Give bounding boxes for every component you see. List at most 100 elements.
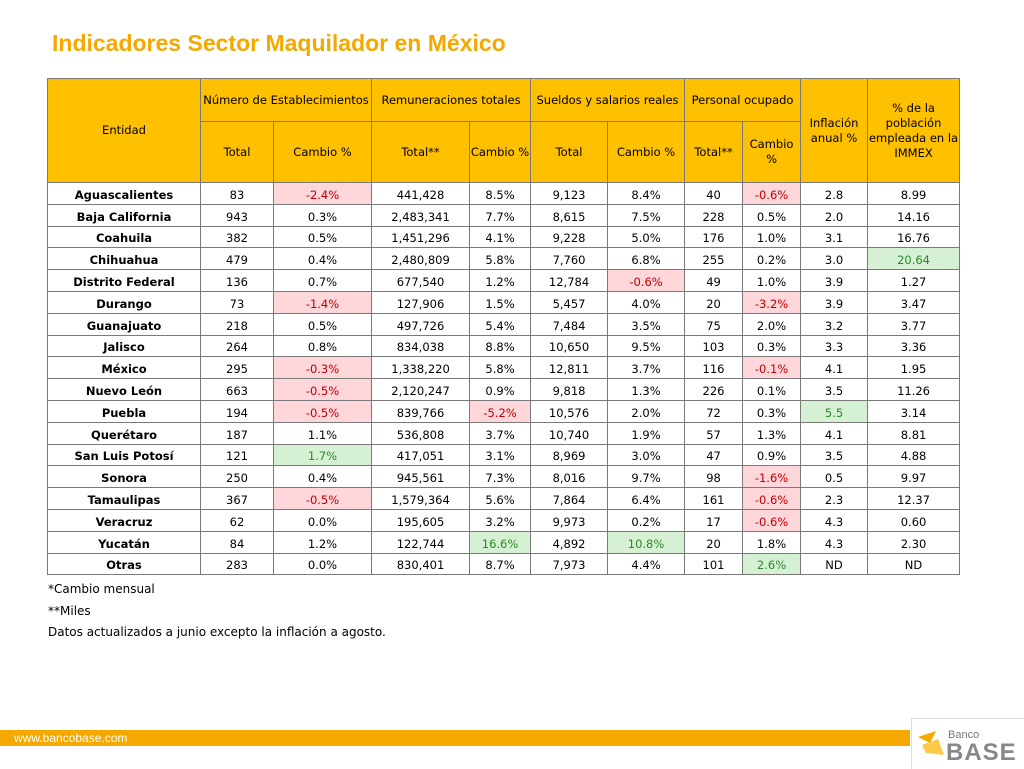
subheader-total: Total <box>200 121 274 183</box>
cell-personal-total: 75 <box>684 312 744 336</box>
cell-personal-total: 101 <box>684 552 744 576</box>
cell-inflacion: 3.5 <box>800 378 869 401</box>
footnote: *Cambio mensual <box>48 582 155 596</box>
cell-establecimientos-total: 250 <box>200 465 274 489</box>
cell-poblacion: 2.30 <box>867 530 961 554</box>
cell-personal-total: 17 <box>684 508 744 532</box>
cell-sueldos-cambio: 6.8% <box>607 247 686 271</box>
table-row: Guanajuato 218 0.5% 497,726 5.4% 7,484 3.5% 75 2… <box>47 312 961 336</box>
cell-personal-cambio: 0.5% <box>742 203 802 227</box>
cell-entidad: Sonora <box>47 465 201 489</box>
cell-personal-cambio: 2.0% <box>742 312 802 336</box>
cell-remuneraciones-cambio: 8.5% <box>469 182 532 205</box>
cell-personal-cambio: -0.6% <box>742 182 802 205</box>
cell-personal-total: 103 <box>684 334 744 358</box>
cell-personal-total: 161 <box>684 487 744 510</box>
page-title: Indicadores Sector Maquilador en México <box>52 30 506 56</box>
cell-personal-cambio: -3.2% <box>742 290 802 314</box>
cell-personal-cambio: 0.2% <box>742 247 802 271</box>
cell-personal-cambio: -1.6% <box>742 465 802 489</box>
cell-inflacion: 3.9 <box>800 269 869 292</box>
cell-sueldos-cambio: -0.6% <box>607 269 686 292</box>
cell-entidad: Puebla <box>47 399 201 423</box>
cell-establecimientos-cambio: 0.5% <box>272 225 373 249</box>
cell-personal-total: 20 <box>684 530 744 554</box>
cell-establecimientos-cambio: 0.5% <box>272 312 373 336</box>
cell-poblacion: 3.36 <box>867 334 961 358</box>
cell-remuneraciones-total: 2,480,809 <box>371 247 471 271</box>
cell-sueldos-cambio: 7.5% <box>607 203 686 227</box>
cell-establecimientos-total: 218 <box>200 312 274 336</box>
cell-sueldos-total: 8,016 <box>530 465 609 489</box>
cell-remuneraciones-total: 945,561 <box>371 465 471 489</box>
logo-base-text: BASE <box>946 739 1017 766</box>
table-row: Veracruz 62 0.0% 195,605 3.2% 9,973 0.2% 17 -0.6… <box>47 508 961 532</box>
cell-entidad: Querétaro <box>47 421 201 445</box>
cell-inflacion: 3.0 <box>800 247 869 271</box>
cell-inflacion: 3.9 <box>800 290 869 314</box>
subheader-cambio: Cambio % <box>272 121 373 183</box>
cell-inflacion: 3.5 <box>800 443 869 467</box>
cell-sueldos-total: 10,576 <box>530 399 609 423</box>
logo-banco-text: Banco <box>948 729 980 741</box>
cell-personal-cambio: -0.6% <box>742 508 802 532</box>
cell-poblacion: ND <box>867 552 961 576</box>
table-body: Aguascalientes 83 -2.4% 441,428 8.5% 9,123 8.4… <box>47 182 961 576</box>
cell-remuneraciones-total: 839,766 <box>371 399 471 423</box>
cell-personal-total: 72 <box>684 399 744 423</box>
cell-establecimientos-cambio: -1.4% <box>272 290 373 314</box>
cell-remuneraciones-total: 830,401 <box>371 552 471 576</box>
header-inflacion: Inflación anual % <box>800 78 869 183</box>
subheader-cambio: Cambio % <box>607 121 686 183</box>
cell-remuneraciones-total: 834,038 <box>371 334 471 358</box>
cell-entidad: Jalisco <box>47 334 201 358</box>
cell-sueldos-total: 7,973 <box>530 552 609 576</box>
cell-entidad: México <box>47 356 201 380</box>
cell-remuneraciones-cambio: 7.7% <box>469 203 532 227</box>
cell-poblacion: 1.27 <box>867 269 961 292</box>
cell-establecimientos-cambio: -0.5% <box>272 399 373 423</box>
table-row: Yucatán 84 1.2% 122,744 16.6% 4,892 10.8% 20 1.8… <box>47 530 961 554</box>
cell-entidad: Guanajuato <box>47 312 201 336</box>
cell-entidad: Veracruz <box>47 508 201 532</box>
cell-personal-cambio: 2.6% <box>742 552 802 576</box>
cell-poblacion: 8.99 <box>867 182 961 205</box>
table-row: San Luis Potosí 121 1.7% 417,051 3.1% 8,969 3.… <box>47 443 961 467</box>
cell-sueldos-total: 10,740 <box>530 421 609 445</box>
cell-poblacion: 9.97 <box>867 465 961 489</box>
cell-inflacion: 4.1 <box>800 421 869 445</box>
cell-establecimientos-total: 121 <box>200 443 274 467</box>
cell-entidad: Baja California <box>47 203 201 227</box>
cell-establecimientos-total: 84 <box>200 530 274 554</box>
cell-poblacion: 8.81 <box>867 421 961 445</box>
footnote: **Miles <box>48 603 91 618</box>
footer-url[interactable]: www.bancobase.com <box>14 731 128 745</box>
header-remuneraciones: Remuneraciones totales <box>371 78 532 122</box>
cell-remuneraciones-cambio: 8.7% <box>469 552 532 576</box>
cell-establecimientos-cambio: -2.4% <box>272 182 373 205</box>
cell-inflacion: 3.1 <box>800 225 869 249</box>
cell-sueldos-cambio: 2.0% <box>607 399 686 423</box>
cell-sueldos-cambio: 10.8% <box>607 530 686 554</box>
cell-sueldos-total: 7,484 <box>530 312 609 336</box>
cell-sueldos-cambio: 1.9% <box>607 421 686 445</box>
cell-poblacion: 11.26 <box>867 378 961 401</box>
cell-remuneraciones-cambio: 5.6% <box>469 487 532 510</box>
cell-personal-cambio: 1.0% <box>742 225 802 249</box>
cell-remuneraciones-cambio: 0.9% <box>469 378 532 401</box>
cell-remuneraciones-total: 127,906 <box>371 290 471 314</box>
cell-establecimientos-total: 264 <box>200 334 274 358</box>
cell-personal-cambio: 0.1% <box>742 378 802 401</box>
subheader-total-miles: Total** <box>371 121 471 183</box>
cell-remuneraciones-total: 1,338,220 <box>371 356 471 380</box>
cell-sueldos-cambio: 3.7% <box>607 356 686 380</box>
cell-establecimientos-total: 367 <box>200 487 274 510</box>
cell-personal-cambio: 0.3% <box>742 399 802 423</box>
cell-poblacion: 12.37 <box>867 487 961 510</box>
cell-entidad: Chihuahua <box>47 247 201 271</box>
table-row: Distrito Federal 136 0.7% 677,540 1.2% 12,784… <box>47 269 961 292</box>
cell-remuneraciones-total: 536,808 <box>371 421 471 445</box>
cell-establecimientos-total: 194 <box>200 399 274 423</box>
cell-establecimientos-cambio: 0.4% <box>272 247 373 271</box>
cell-sueldos-cambio: 5.0% <box>607 225 686 249</box>
